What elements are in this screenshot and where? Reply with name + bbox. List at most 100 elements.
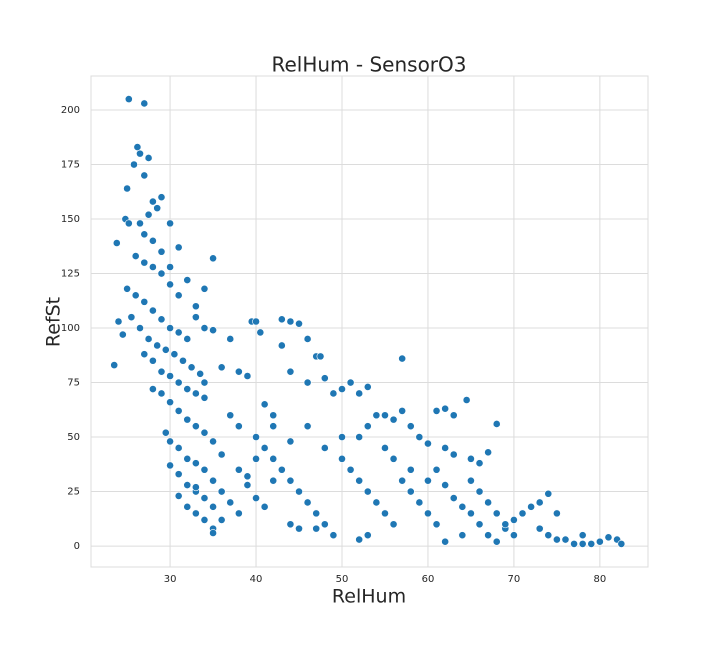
point xyxy=(144,335,153,343)
point xyxy=(320,444,329,452)
x-tick-label: 60 xyxy=(422,574,435,585)
point xyxy=(338,454,346,463)
point xyxy=(295,319,303,328)
point xyxy=(166,461,174,470)
point xyxy=(286,520,295,529)
y-tick-label: 100 xyxy=(61,323,80,334)
point xyxy=(406,422,415,431)
point xyxy=(140,258,149,267)
point xyxy=(148,356,157,365)
point xyxy=(112,239,121,247)
point xyxy=(174,406,183,415)
point xyxy=(140,171,149,180)
point xyxy=(587,539,596,548)
point xyxy=(578,531,587,540)
point xyxy=(329,531,338,540)
point xyxy=(157,269,166,278)
point xyxy=(153,341,162,350)
point xyxy=(441,404,450,413)
point xyxy=(191,509,200,518)
point xyxy=(131,291,140,300)
point xyxy=(492,420,501,428)
point xyxy=(140,350,149,359)
point xyxy=(381,509,389,518)
point xyxy=(286,437,295,446)
point xyxy=(552,535,561,544)
point xyxy=(372,411,381,420)
point xyxy=(260,400,269,409)
point xyxy=(200,378,209,387)
point xyxy=(127,313,136,322)
point xyxy=(217,450,226,459)
point xyxy=(133,143,142,151)
point xyxy=(484,531,493,540)
y-tick-label: 0 xyxy=(74,541,80,552)
point xyxy=(389,520,398,529)
point xyxy=(110,361,119,370)
point xyxy=(170,350,179,359)
point xyxy=(363,487,372,496)
point xyxy=(166,372,174,380)
point xyxy=(183,502,192,511)
point xyxy=(140,297,149,306)
point xyxy=(424,476,432,485)
point xyxy=(183,415,192,424)
point xyxy=(617,539,626,548)
point xyxy=(209,254,217,263)
point xyxy=(252,317,260,326)
x-axis-label: RelHum xyxy=(332,586,406,608)
point xyxy=(355,476,364,485)
x-tick-label: 70 xyxy=(508,574,521,585)
point xyxy=(166,263,174,271)
point xyxy=(166,324,174,332)
point xyxy=(174,470,183,479)
point xyxy=(140,99,149,108)
point xyxy=(209,326,217,335)
point xyxy=(157,193,166,202)
point xyxy=(363,422,372,431)
y-tick-label: 175 xyxy=(61,160,80,171)
point xyxy=(372,498,381,507)
point xyxy=(191,483,200,492)
point xyxy=(449,411,458,420)
point xyxy=(209,476,217,485)
y-tick-label: 150 xyxy=(61,214,80,225)
point xyxy=(277,315,286,324)
point xyxy=(191,302,200,311)
point xyxy=(432,406,441,415)
point xyxy=(320,520,329,529)
point xyxy=(269,422,278,431)
point xyxy=(196,369,205,378)
point xyxy=(217,487,226,496)
point xyxy=(200,465,209,474)
point xyxy=(295,524,303,533)
point xyxy=(363,531,372,540)
point xyxy=(355,389,364,398)
point xyxy=(183,335,192,343)
point xyxy=(527,502,535,511)
point xyxy=(200,516,209,524)
point xyxy=(303,378,312,387)
y-tick-label: 125 xyxy=(61,269,80,280)
point xyxy=(217,363,226,372)
point xyxy=(191,389,200,398)
point xyxy=(269,454,278,463)
point xyxy=(174,378,183,387)
point xyxy=(406,487,415,496)
point xyxy=(346,465,355,474)
point xyxy=(381,444,389,452)
point xyxy=(604,533,613,542)
point xyxy=(217,516,226,524)
y-tick-label: 75 xyxy=(67,378,80,389)
point xyxy=(174,328,183,337)
y-tick-label: 200 xyxy=(61,105,80,116)
point xyxy=(286,476,295,485)
point xyxy=(209,502,217,511)
point xyxy=(174,243,183,252)
point xyxy=(148,197,157,206)
point xyxy=(136,219,144,228)
point xyxy=(355,433,364,441)
point xyxy=(200,324,209,332)
point xyxy=(260,502,269,511)
point xyxy=(475,520,484,529)
